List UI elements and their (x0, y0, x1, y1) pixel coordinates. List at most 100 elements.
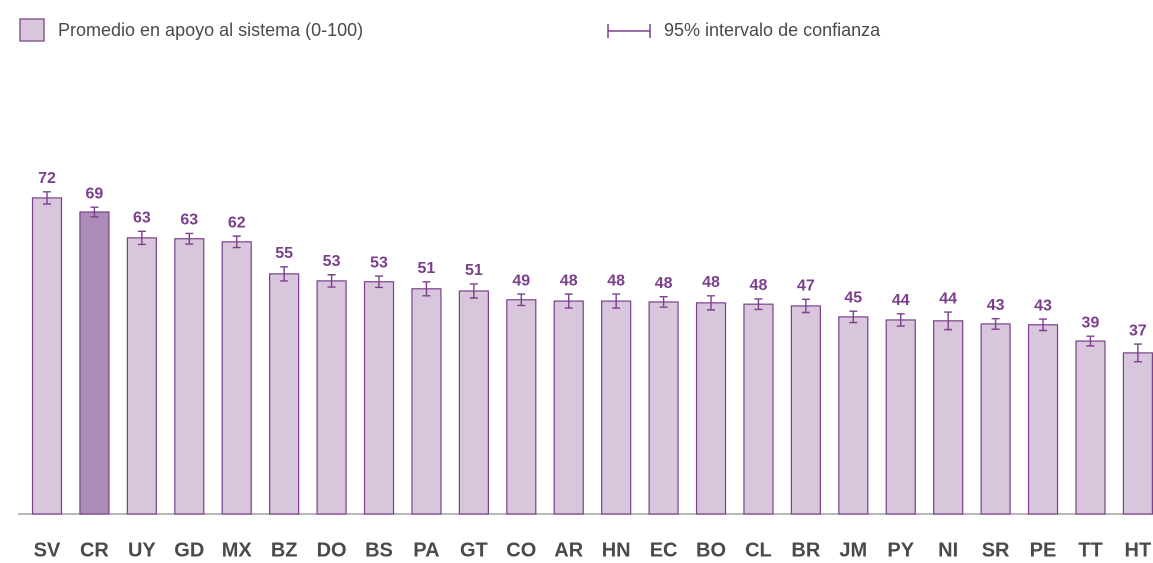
x-tick-label: MX (222, 539, 253, 561)
bar (126, 237, 157, 515)
x-tick-label: GT (460, 539, 488, 561)
x-tick-label: BR (791, 539, 820, 561)
x-tick-label: EC (650, 539, 678, 561)
error-bar (375, 275, 384, 289)
x-tick-label: CL (745, 539, 772, 561)
value-label: 43 (1034, 297, 1052, 314)
error-bar (991, 317, 1000, 330)
bar (695, 302, 727, 515)
x-tick-label: CR (80, 539, 109, 561)
error-bar (517, 293, 526, 307)
error-bar (185, 232, 194, 245)
x-tick-label: AR (554, 539, 583, 561)
bar (980, 323, 1011, 515)
value-label: 44 (892, 292, 910, 309)
bar (269, 273, 300, 515)
bar (933, 320, 964, 515)
bar (316, 280, 347, 515)
error-bar (327, 274, 336, 288)
bar (790, 305, 821, 515)
legend-label: Promedio en apoyo al sistema (0-100) (58, 20, 363, 40)
bar (885, 319, 916, 515)
error-bar (659, 295, 668, 308)
bar (31, 197, 63, 515)
x-tick-label: BS (365, 539, 393, 561)
error-bar (469, 283, 478, 299)
x-tick-label: BZ (271, 539, 298, 561)
x-tick-label: SR (982, 539, 1010, 561)
value-label: 69 (86, 185, 104, 202)
value-label: 53 (370, 254, 388, 271)
value-label: 39 (1082, 314, 1100, 331)
error-bar (564, 293, 573, 309)
x-tick-label: UY (128, 539, 156, 561)
bar (174, 238, 205, 515)
value-label: 48 (702, 274, 720, 291)
error-bar (612, 293, 621, 309)
error-bar (1039, 318, 1048, 332)
bar (1122, 352, 1153, 515)
bar (601, 300, 632, 515)
ci-legend-label: 95% intervalo de confianza (664, 20, 881, 40)
x-tick-label: TT (1078, 539, 1102, 561)
value-label: 63 (133, 210, 151, 227)
bar (838, 316, 869, 515)
error-bar (137, 230, 146, 246)
x-tick-label: HN (602, 539, 631, 561)
error-bar (90, 206, 99, 218)
x-tick-label: GD (174, 539, 204, 561)
error-bar (280, 266, 289, 282)
x-tick-label: JM (839, 539, 867, 561)
bar (553, 300, 584, 515)
error-bar (1133, 343, 1142, 363)
error-bar (801, 298, 810, 314)
value-label: 37 (1129, 322, 1147, 339)
value-label: 53 (323, 253, 341, 270)
bar (79, 211, 110, 515)
bar (648, 301, 679, 515)
bar (506, 299, 537, 515)
x-tick-label: HT (1125, 539, 1152, 561)
value-label: 43 (987, 297, 1005, 314)
bar (221, 241, 252, 515)
error-bar (754, 298, 763, 311)
bar (743, 303, 774, 515)
error-bar (232, 235, 241, 249)
error-bar (896, 313, 905, 327)
legend-swatch (19, 18, 45, 42)
x-tick-label: NI (938, 539, 958, 561)
error-bar (944, 311, 953, 331)
value-label: 63 (180, 212, 198, 229)
bar (1027, 324, 1059, 515)
value-label: 55 (275, 245, 293, 262)
value-label: 62 (228, 214, 246, 231)
ci-legend-icon (607, 24, 651, 38)
error-bar (1086, 335, 1095, 347)
x-tick-label: PA (413, 539, 439, 561)
value-label: 49 (512, 272, 530, 289)
bar (363, 281, 395, 515)
value-label: 51 (418, 260, 436, 277)
x-tick-label: PY (887, 539, 914, 561)
x-tick-label: SV (34, 539, 61, 561)
x-tick-label: CO (506, 539, 536, 561)
value-label: 48 (607, 272, 625, 289)
value-label: 44 (939, 290, 957, 307)
x-tick-label: DO (317, 539, 347, 561)
bar (411, 288, 442, 515)
error-bar (422, 281, 431, 297)
value-label: 47 (797, 278, 815, 295)
error-bar (849, 310, 858, 324)
x-tick-label: BO (696, 539, 726, 561)
bar (1075, 340, 1106, 515)
value-label: 48 (750, 277, 768, 294)
error-bar (43, 191, 51, 205)
bar (458, 290, 489, 515)
value-label: 51 (465, 262, 483, 279)
value-label: 48 (560, 272, 578, 289)
x-tick-label: PE (1030, 539, 1057, 561)
error-bar (707, 295, 716, 311)
value-label: 45 (844, 289, 862, 306)
value-label: 72 (38, 170, 56, 187)
